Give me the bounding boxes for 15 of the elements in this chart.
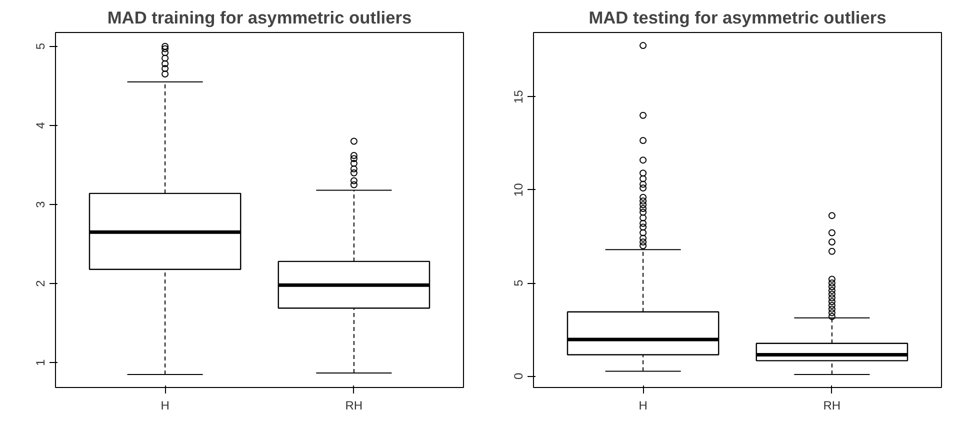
y-tick-label: 2 bbox=[34, 280, 48, 287]
y-tick-label: 5 bbox=[512, 279, 526, 286]
y-tick-label: 3 bbox=[34, 200, 48, 208]
y-tick-label: 10 bbox=[512, 182, 526, 197]
y-tick-label: 5 bbox=[34, 42, 48, 50]
y-tick-label: 0 bbox=[512, 372, 526, 380]
y-tick-label: 15 bbox=[512, 90, 526, 104]
y-tick-label: 1 bbox=[34, 359, 48, 366]
x-tick-label: RH bbox=[823, 398, 841, 412]
chart-title: MAD training for asymmetric outliers bbox=[107, 8, 412, 28]
x-tick-label: H bbox=[160, 398, 170, 412]
x-tick-label: H bbox=[638, 398, 648, 412]
x-tick-label: RH bbox=[345, 398, 363, 412]
y-tick-label: 4 bbox=[34, 122, 48, 129]
chart-title: MAD testing for asymmetric outliers bbox=[588, 8, 886, 28]
